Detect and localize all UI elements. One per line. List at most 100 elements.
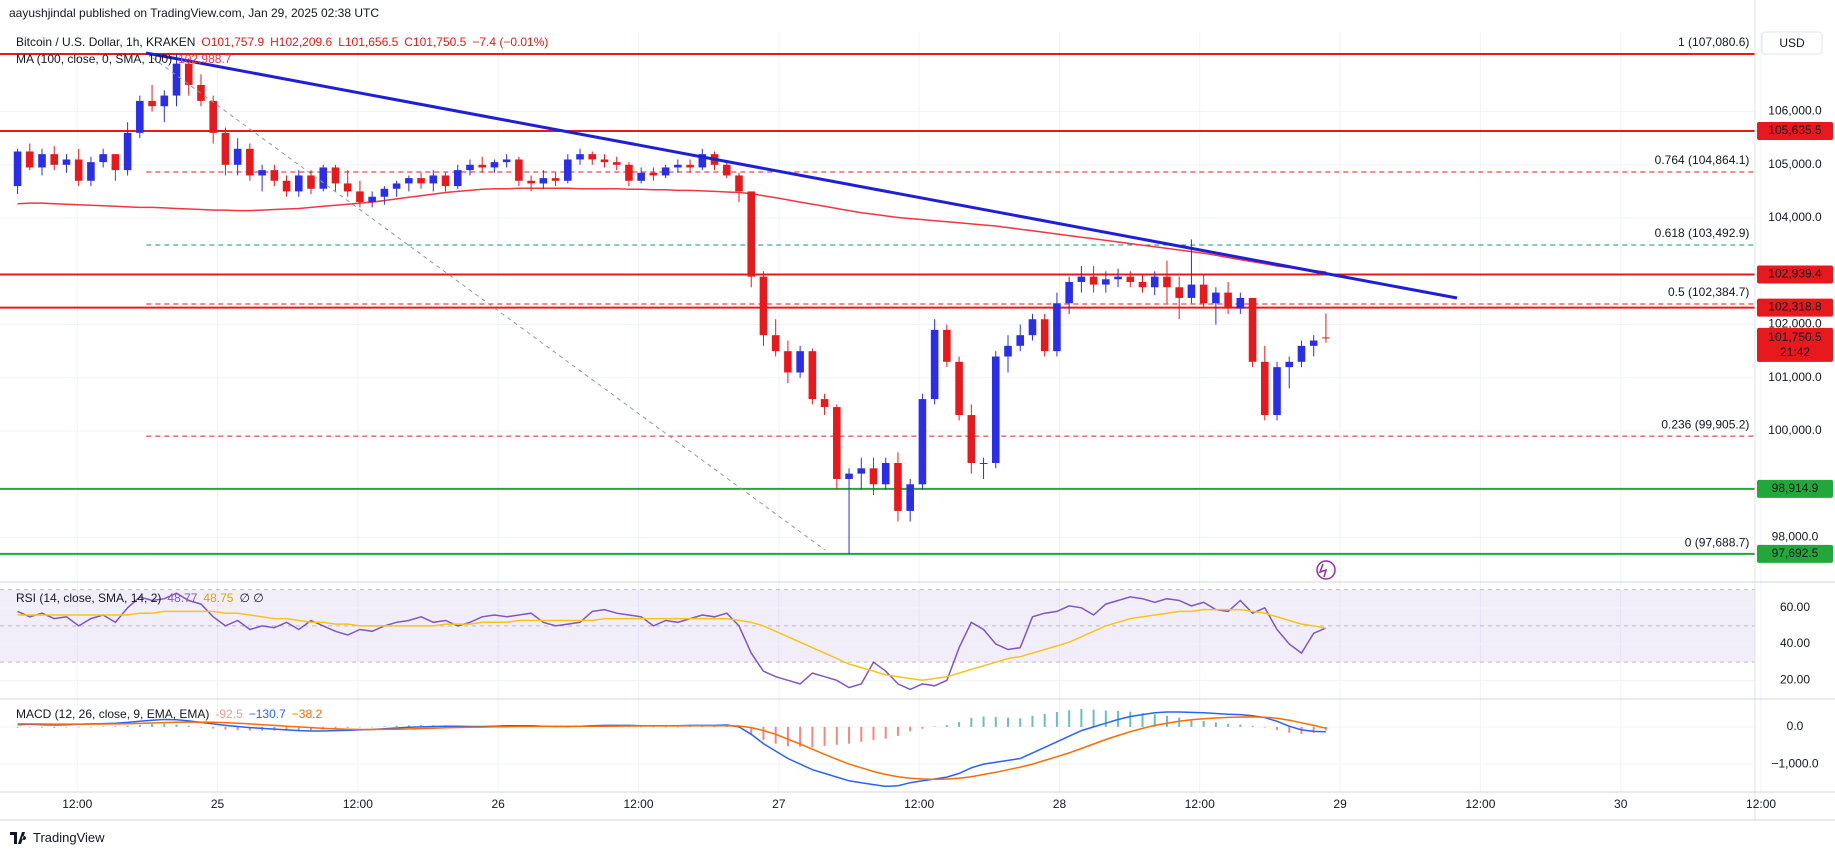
histogram-bar (1178, 717, 1181, 727)
price-tag-label: 105,635.5 (1768, 123, 1822, 137)
ohlc-high: H102,209.6 (270, 35, 333, 49)
countdown-label: 21:42 (1780, 345, 1810, 359)
candle-body (979, 462, 988, 464)
histogram-bar (848, 726, 851, 744)
ohlc-change: −7.4 (−0.01%) (472, 35, 549, 49)
candle-body (490, 162, 499, 168)
candle-body (1028, 319, 1037, 336)
ohlc-low: L101,656.5 (338, 35, 399, 49)
histogram-bar (701, 726, 704, 728)
candle-body (282, 180, 291, 192)
candle-body (1224, 292, 1232, 309)
candle-body (1273, 367, 1281, 416)
candle-body (295, 175, 303, 192)
currency-box[interactable] (1761, 31, 1823, 55)
rsi-value: 48.77 (167, 591, 198, 605)
candle-body (1053, 303, 1061, 352)
symbol-title[interactable]: Bitcoin / U.S. Dollar, 1h, KRAKEN (16, 35, 196, 49)
candle-body (429, 175, 438, 184)
candle-body (649, 172, 658, 176)
histogram-bar (16, 726, 19, 728)
histogram-bar (126, 725, 129, 727)
histogram-bar (823, 726, 826, 746)
x-tick-label: 25 (211, 797, 225, 811)
histogram-bar (383, 726, 386, 727)
publisher-line: aayushjindal published on TradingView.co… (9, 6, 380, 20)
ma-legend: MA (100, close, 0, SMA, 100) 102,988.7 (16, 52, 231, 66)
y-tick-label: 105,000.0 (1768, 157, 1822, 171)
fib-label: 0.5 (102,384.7) (1668, 285, 1749, 299)
candle-body (160, 95, 169, 107)
histogram-bar (750, 726, 753, 734)
candle-body (1150, 276, 1159, 288)
histogram-bar (652, 726, 655, 728)
histogram-bar (1055, 712, 1058, 727)
histogram-bar (1153, 714, 1156, 727)
candle-body (808, 351, 817, 400)
macd-title[interactable]: MACD (12, 26, close, 9, EMA, EMA) (16, 707, 210, 721)
hist-value: -92.5 (215, 707, 243, 721)
candle-body (833, 407, 841, 479)
histogram-bar (884, 726, 887, 739)
candle-body (380, 188, 389, 197)
histogram-bar (872, 726, 875, 740)
fib-label: 1 (107,080.6) (1678, 35, 1749, 49)
currency-label: USD (1779, 36, 1805, 50)
candle-body (820, 399, 829, 408)
candle-body (784, 351, 792, 373)
series-line (17, 187, 1326, 273)
histogram-bar (921, 726, 924, 729)
candle-body (453, 170, 462, 187)
candle-body (307, 175, 315, 189)
histogram-bar (297, 726, 300, 731)
histogram-bar (334, 726, 337, 729)
histogram-bar (199, 726, 202, 728)
candle-body (1016, 335, 1025, 346)
x-tick-label: 28 (1053, 797, 1067, 811)
histogram-bar (945, 725, 948, 727)
y-tick-label: 100,000.0 (1768, 423, 1822, 437)
price-tag-label: 97,692.5 (1772, 546, 1819, 560)
candle-body (1114, 276, 1122, 280)
candle-body (698, 154, 707, 168)
candle-body (25, 151, 34, 168)
histogram-bar (774, 726, 777, 744)
candle-body (441, 175, 450, 187)
candle-body (1297, 345, 1306, 362)
ma-title[interactable]: MA (100, close, 0, SMA, 100) (16, 52, 173, 66)
candle-body (405, 178, 413, 184)
candle-body (1065, 281, 1073, 304)
trend-line (145, 51, 1458, 300)
histogram-bar (1288, 726, 1291, 733)
macd-value: −130.7 (248, 707, 286, 721)
histogram-bar (1141, 713, 1144, 727)
histogram-bar (102, 726, 105, 727)
rsi-legend: RSI (14, close, SMA, 14, 2) 48.77 48.75 … (16, 591, 264, 605)
histogram-bar (163, 723, 166, 727)
histogram-bar (1043, 713, 1046, 727)
rsi-title[interactable]: RSI (14, close, SMA, 14, 2) (16, 591, 162, 605)
y-tick-label: 106,000.0 (1768, 104, 1822, 118)
candle-body (991, 356, 1000, 463)
price-tag-label: 98,914.9 (1772, 481, 1819, 495)
histogram-bar (114, 726, 117, 727)
histogram-bar (1031, 715, 1034, 727)
price-tag (1757, 544, 1833, 563)
histogram-bar (407, 725, 410, 727)
candle-body (111, 154, 120, 171)
candle-body (87, 162, 95, 181)
histogram-bar (1068, 710, 1071, 727)
candle-body (600, 159, 609, 163)
histogram-bar (1202, 720, 1205, 727)
candle-body (637, 172, 645, 181)
histogram-bar (1092, 709, 1095, 727)
candle-body (1163, 276, 1171, 288)
y-tick-label: 20.00 (1780, 672, 1810, 686)
candle-body (392, 183, 401, 189)
histogram-bar (236, 726, 239, 731)
y-tick-label: 40.00 (1780, 636, 1810, 650)
histogram-bar (664, 726, 667, 728)
histogram-bar (725, 726, 728, 727)
histogram-bar (41, 726, 44, 728)
